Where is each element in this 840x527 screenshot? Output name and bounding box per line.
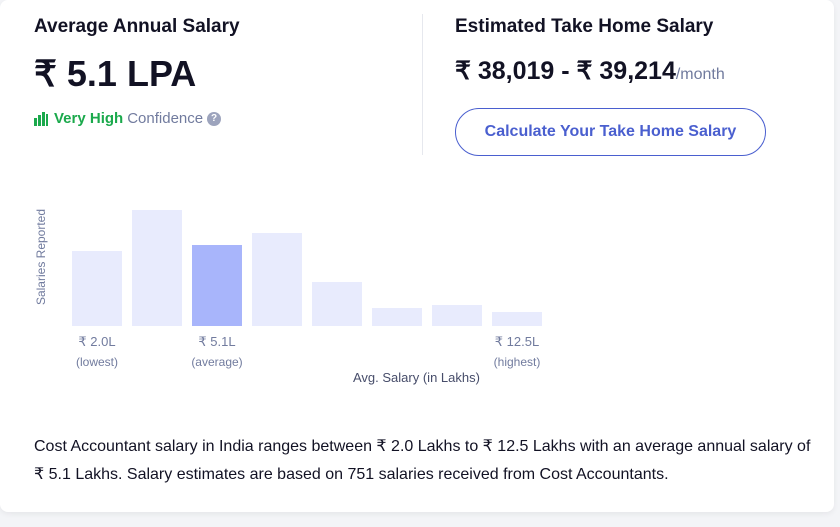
help-icon[interactable]: ? [207, 111, 222, 126]
confidence-level: Very High [54, 110, 124, 127]
histogram-bar [372, 308, 422, 326]
x-axis-label: Avg. Salary (in Lakhs) [353, 370, 480, 385]
histogram-bar [252, 233, 302, 326]
tick-value: ₹ 5.1L [198, 334, 236, 349]
salary-description: Cost Accountant salary in India ranges b… [34, 438, 811, 483]
confidence-bars-icon [34, 111, 48, 126]
take-home-amount: ₹ 38,019 - ₹ 39,214/month [455, 54, 815, 92]
tick-caption: (lowest) [75, 355, 118, 369]
histogram-bar [312, 282, 362, 326]
take-home-section: Estimated Take Home Salary ₹ 38,019 - ₹ … [455, 14, 815, 156]
histogram-bar [72, 251, 122, 326]
section-divider [422, 14, 423, 155]
calculate-take-home-button[interactable]: Calculate Your Take Home Salary [455, 108, 766, 156]
average-salary-title: Average Annual Salary [34, 16, 240, 37]
salary-card: Average Annual Salary ₹ 5.1 LPA Very Hig… [0, 0, 834, 512]
histogram-bar [492, 312, 542, 326]
y-axis-label: Salaries Reported [34, 208, 48, 306]
average-salary-value: ₹ 5.1 LPA [34, 53, 197, 94]
confidence-label: Confidence [127, 110, 204, 127]
bars-area [72, 190, 552, 326]
histogram-bar [432, 305, 482, 326]
per-month-label: /month [675, 66, 725, 83]
tick-caption: (average) [191, 355, 243, 369]
tick-value: ₹ 12.5L [494, 334, 540, 349]
tick-value: ₹ 2.0L [78, 334, 116, 349]
x-tick-label: ₹ 2.0L (lowest) [57, 332, 137, 372]
histogram-bar [132, 210, 182, 326]
average-salary-section: Average Annual Salary ₹ 5.1 LPA Very Hig… [34, 14, 394, 127]
take-home-title: Estimated Take Home Salary [455, 16, 714, 37]
histogram-bar [192, 245, 242, 326]
salary-distribution-chart: Salaries Reported ₹ 2.0L (lowest) ₹ 5.1L (a… [28, 190, 568, 390]
x-tick-label: ₹ 12.5L (highest) [477, 332, 557, 372]
take-home-value: ₹ 38,019 - ₹ 39,214 [455, 57, 676, 85]
confidence-indicator: Very High Confidence ? [34, 110, 394, 127]
tick-caption: (highest) [493, 355, 541, 369]
x-tick-label: ₹ 5.1L (average) [177, 332, 257, 372]
